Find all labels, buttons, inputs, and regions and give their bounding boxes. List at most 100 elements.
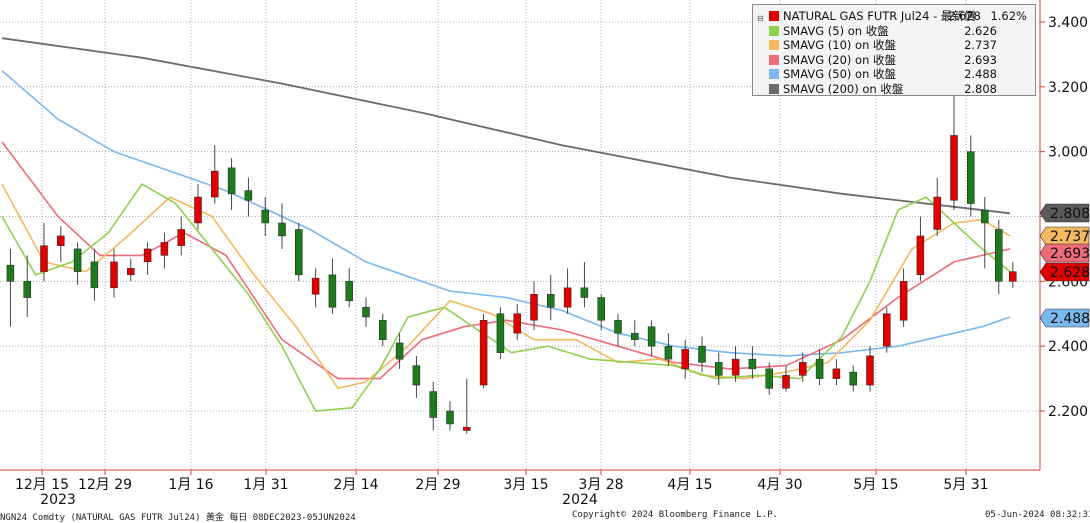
candle-body <box>261 209 269 224</box>
candle-body <box>194 196 202 224</box>
candle-body <box>647 326 656 347</box>
value-tag-label: 2.628 <box>1050 265 1090 281</box>
legend-item-name: SMAVG (50) on 收盤 <box>783 67 897 81</box>
candle <box>563 268 572 314</box>
candle-body <box>664 345 673 360</box>
candle-body <box>547 294 555 308</box>
legend-item-name: SMAVG (200) on 收盤 <box>783 81 904 96</box>
candle <box>496 307 505 360</box>
candle <box>765 362 773 395</box>
candle-body <box>463 426 471 431</box>
legend-item: SMAVG (200) on 收盤 2.808 <box>757 82 1031 97</box>
candle-body <box>799 362 807 376</box>
value-tag-shape <box>1039 203 1090 223</box>
value-tag: 2.488 <box>1039 308 1090 328</box>
legend-header-change: 1.62% <box>990 9 1027 23</box>
candle-body <box>681 349 689 370</box>
candle-body <box>614 319 622 334</box>
candle-body <box>362 307 370 318</box>
candle <box>177 216 185 256</box>
candle-body <box>496 313 505 353</box>
value-tag-label: 2.808 <box>1050 206 1090 222</box>
series-line-20 <box>1 141 1011 380</box>
candle <box>664 333 673 366</box>
candle <box>832 359 841 386</box>
candle <box>899 268 908 327</box>
candle-body <box>73 248 82 272</box>
x-tick-label: 4月 30 <box>757 477 802 493</box>
legend-item-name: SMAVG (10) on 收盤 <box>783 38 897 52</box>
value-tag-label: 2.693 <box>1050 246 1090 262</box>
candle <box>513 304 521 340</box>
year-label: 2023 <box>40 492 76 508</box>
footer-right: 05-Jun-2024 08:32:31 <box>985 510 1090 520</box>
candle <box>782 365 790 392</box>
y-tick-label: 3.400 <box>1048 15 1088 31</box>
candle-body <box>6 264 15 282</box>
candle <box>328 258 337 314</box>
candle <box>799 352 807 382</box>
candle-body <box>563 287 572 308</box>
candle-body <box>597 297 605 321</box>
value-tag: 2.628 <box>1039 262 1090 282</box>
legend-item-name: SMAVG (5) on 收盤 <box>783 23 889 38</box>
legend-collapse-icon[interactable]: ⊟ <box>757 14 764 23</box>
candle-body <box>981 209 989 224</box>
legend-item: SMAVG (50) on 收盤 2.488 <box>757 67 1031 82</box>
legend-swatch <box>769 69 779 79</box>
candle <box>127 258 135 282</box>
candle-body <box>143 248 152 263</box>
legend-item: SMAVG (5) on 收盤 2.626 <box>757 24 1031 39</box>
candle <box>429 381 437 431</box>
candle <box>1009 261 1017 288</box>
value-tag-label: 2.488 <box>1050 311 1090 327</box>
candle-body <box>995 229 1003 282</box>
candle <box>916 216 925 282</box>
candle <box>647 320 656 356</box>
legend-header-value: 2.628 <box>947 9 981 23</box>
candle <box>143 242 152 275</box>
candle <box>614 313 622 347</box>
candle <box>715 352 723 386</box>
x-tick-label: 3月 15 <box>503 477 548 493</box>
candle <box>40 222 48 282</box>
y-tick-label: 3.000 <box>1048 145 1088 161</box>
candle <box>395 333 404 369</box>
candle <box>6 248 15 327</box>
candle <box>815 349 824 386</box>
candle <box>278 203 286 249</box>
candle-body <box>731 358 740 376</box>
value-tag-shape <box>1039 226 1090 246</box>
candle <box>194 184 202 230</box>
legend-item-value: 2.693 <box>964 52 997 67</box>
candle <box>479 313 488 389</box>
candle-body <box>866 355 874 386</box>
candle <box>57 226 65 262</box>
candle <box>547 274 555 321</box>
candle-body <box>278 222 286 237</box>
legend-item: SMAVG (20) on 收盤 2.693 <box>757 53 1031 68</box>
candle-body <box>765 368 773 389</box>
value-tag: 2.737 <box>1039 226 1090 246</box>
x-tick-label: 5月 15 <box>853 477 898 493</box>
candle <box>580 261 589 308</box>
candle-body <box>1009 271 1017 282</box>
candle <box>631 320 639 347</box>
candle <box>866 346 874 392</box>
candle <box>698 336 706 373</box>
candle-body <box>832 368 841 379</box>
candle-body <box>311 277 320 295</box>
candle-body <box>950 135 958 201</box>
candle <box>73 242 82 285</box>
candle-body <box>412 365 421 386</box>
legend-item-value: 2.488 <box>964 67 997 81</box>
series-line-10 <box>1 183 1011 390</box>
legend-item-value: 2.737 <box>964 38 997 52</box>
candle-body <box>244 190 253 201</box>
candle <box>227 158 236 211</box>
year-label: 2024 <box>562 492 598 508</box>
candle-body <box>748 358 757 370</box>
candle <box>933 177 941 236</box>
legend-swatch <box>769 83 779 94</box>
candle-body <box>23 281 31 298</box>
